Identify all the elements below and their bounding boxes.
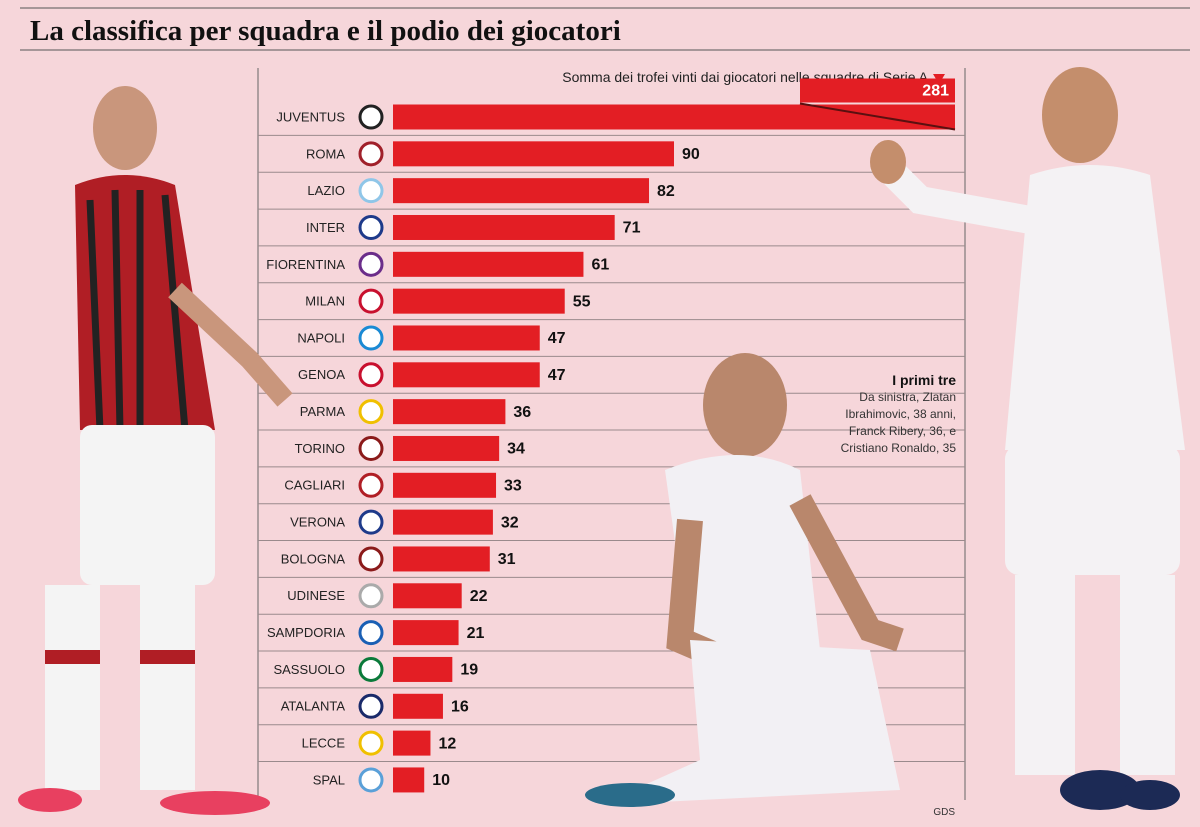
bar xyxy=(393,730,431,756)
player-right xyxy=(870,67,1185,810)
bar xyxy=(393,693,443,719)
category-label: ROMA xyxy=(306,146,345,161)
team-logo xyxy=(358,509,384,535)
category-label: VERONA xyxy=(290,515,345,530)
value-label: 281 xyxy=(922,83,949,100)
bar xyxy=(393,472,497,498)
team-logo xyxy=(358,399,384,425)
value-label: 21 xyxy=(467,625,485,642)
value-label: 33 xyxy=(504,478,522,495)
team-logo xyxy=(358,104,384,130)
team-logo xyxy=(358,546,384,572)
team-logo xyxy=(358,583,384,609)
bar xyxy=(393,288,565,314)
category-label: JUVENTUS xyxy=(276,109,345,124)
bar xyxy=(393,251,584,277)
annotation: I primi tre Da sinistra, Zlatan Ibrahimov… xyxy=(836,372,956,457)
category-label: PARMA xyxy=(300,404,346,419)
annotation-title: I primi tre xyxy=(892,372,956,388)
bar-break xyxy=(799,102,956,131)
bar xyxy=(393,325,540,351)
value-label: 55 xyxy=(573,293,591,310)
team-logo xyxy=(358,693,384,719)
bar xyxy=(393,620,459,646)
value-box xyxy=(800,78,955,103)
category-label: MILAN xyxy=(305,294,345,309)
value-label: 90 xyxy=(682,146,700,163)
annotation-text: Da sinistra, Zlatan Ibrahimovic, 38 anni… xyxy=(840,390,956,455)
bar xyxy=(393,178,650,204)
value-label: 19 xyxy=(460,662,478,679)
category-label: BOLOGNA xyxy=(281,551,346,566)
player-left xyxy=(18,86,293,815)
team-logo xyxy=(358,472,384,498)
value-label: 16 xyxy=(451,698,469,715)
value-label: 47 xyxy=(548,330,566,347)
value-label: 31 xyxy=(498,551,516,568)
bar xyxy=(393,399,506,425)
category-label: INTER xyxy=(306,220,345,235)
team-logo xyxy=(358,325,384,351)
category-label: ATALANTA xyxy=(281,699,346,714)
bar xyxy=(393,141,674,167)
bar xyxy=(393,583,462,609)
player-center xyxy=(585,353,904,807)
team-logo xyxy=(358,730,384,756)
category-label: UDINESE xyxy=(287,588,345,603)
bar xyxy=(393,362,540,388)
bar xyxy=(393,546,490,572)
bar xyxy=(393,214,615,240)
bar xyxy=(393,104,955,130)
value-label: 47 xyxy=(548,367,566,384)
value-label: 61 xyxy=(591,257,609,274)
category-label: GENOA xyxy=(298,367,345,382)
team-logo xyxy=(358,620,384,646)
bar xyxy=(393,767,425,793)
category-label: NAPOLI xyxy=(297,330,345,345)
value-label: 12 xyxy=(438,735,456,752)
category-label: TORINO xyxy=(295,441,345,456)
category-label: SAMPDORIA xyxy=(267,625,345,640)
category-label: SASSUOLO xyxy=(273,662,345,677)
value-label: 34 xyxy=(507,441,525,458)
category-label: SPAL xyxy=(313,772,345,787)
value-label: 71 xyxy=(623,220,641,237)
team-logo xyxy=(358,178,384,204)
category-label: LAZIO xyxy=(307,183,345,198)
team-logo xyxy=(358,767,384,793)
category-label: CAGLIARI xyxy=(284,478,345,493)
bar xyxy=(393,435,500,461)
team-logo xyxy=(358,141,384,167)
rows: JUVENTUS 281 ROMA 90 LAZIO 82 INTER 71 FIORENTIN… xyxy=(258,78,965,793)
team-logo xyxy=(358,251,384,277)
chart-title: La classifica per squadra e il podio dei… xyxy=(30,15,621,47)
team-logo xyxy=(358,214,384,240)
team-logo xyxy=(358,435,384,461)
bar xyxy=(393,656,453,682)
source: GDS xyxy=(933,807,955,818)
value-label: 36 xyxy=(513,404,531,421)
value-label: 82 xyxy=(657,183,675,200)
value-label: 32 xyxy=(501,514,519,531)
value-label: 10 xyxy=(432,772,450,789)
category-label: FIORENTINA xyxy=(266,257,345,272)
bar xyxy=(393,509,493,535)
category-label: LECCE xyxy=(302,736,346,751)
value-label: 22 xyxy=(470,588,488,605)
team-logo xyxy=(358,288,384,314)
team-logo xyxy=(358,362,384,388)
team-logo xyxy=(358,656,384,682)
